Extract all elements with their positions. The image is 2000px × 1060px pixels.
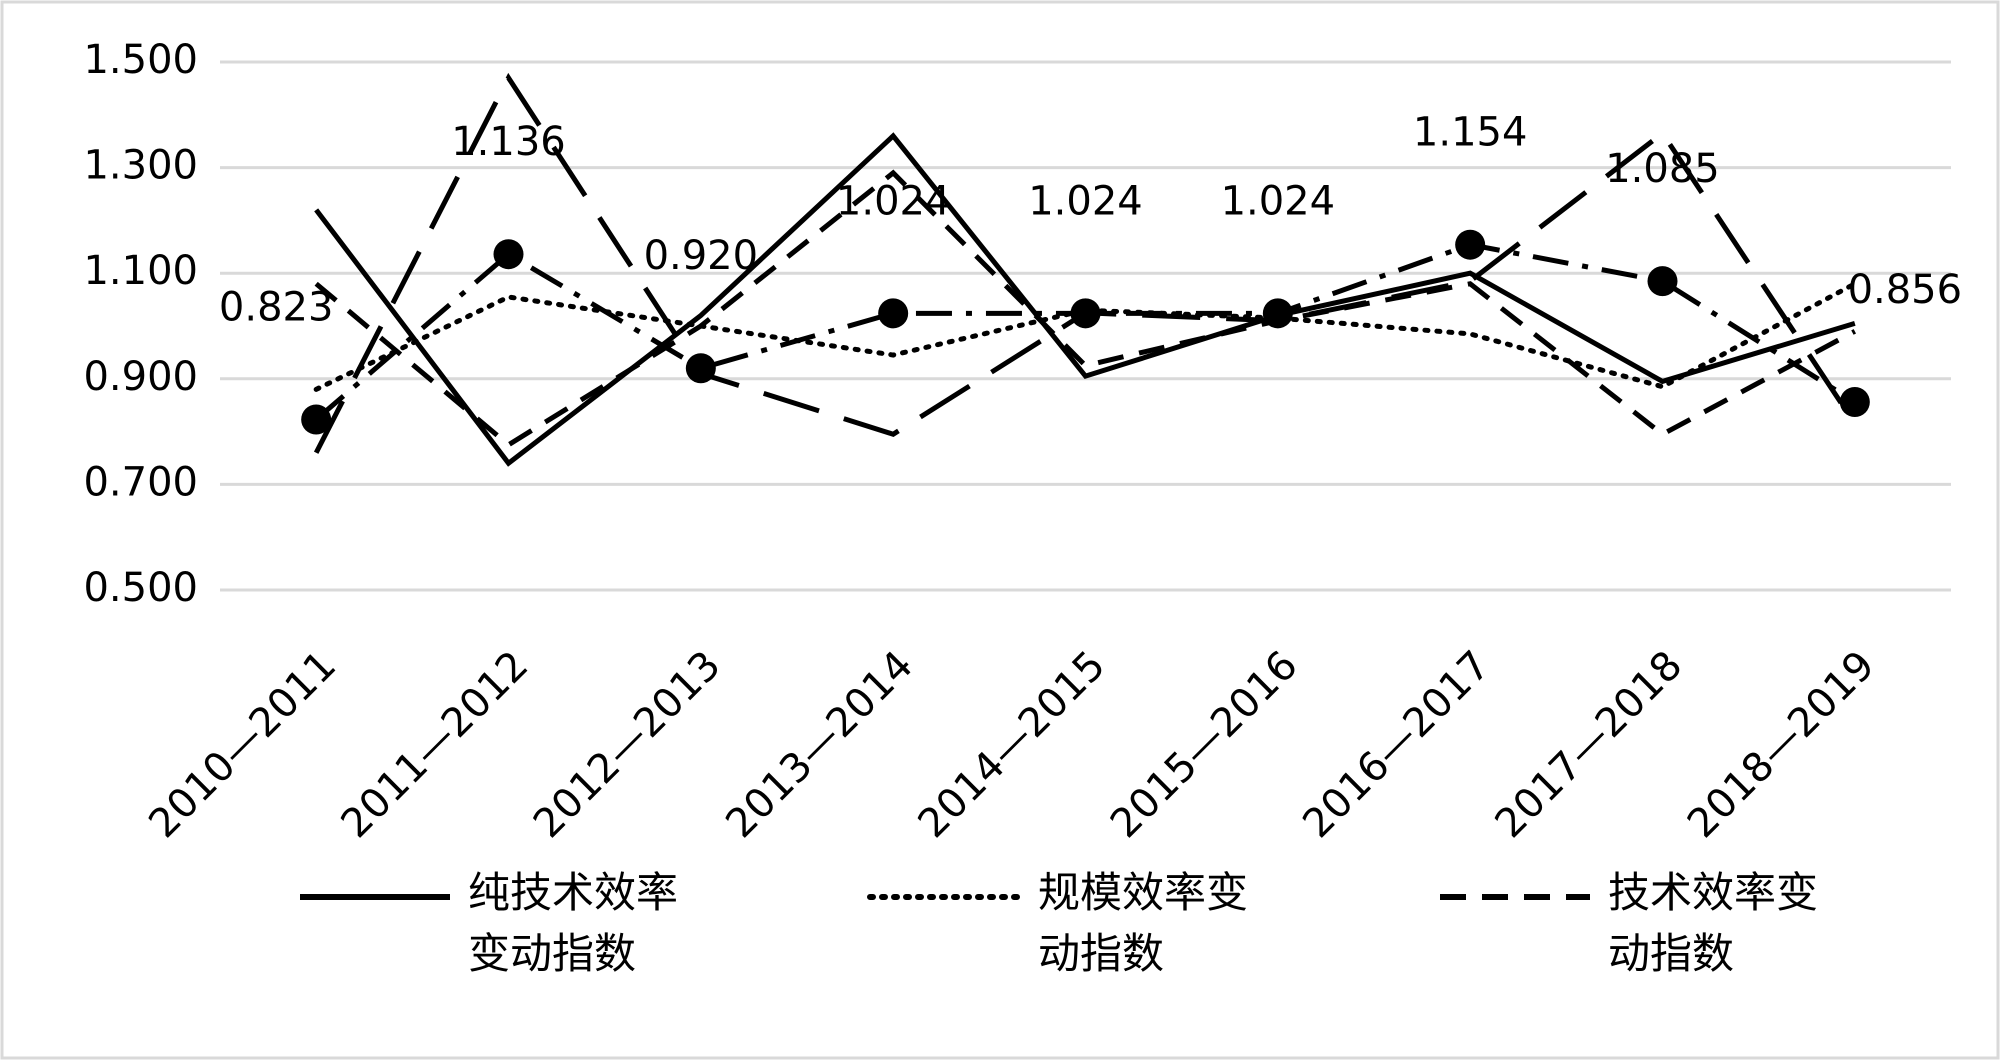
point (878, 298, 909, 329)
y-tick-label: 1.100 (83, 248, 198, 294)
y-tick-label: 1.500 (83, 37, 198, 83)
x-tick-label: 2010—2011 (140, 642, 345, 847)
point (1455, 229, 1486, 260)
data-label: 0.823 (219, 284, 334, 330)
data-label: 0.856 (1848, 267, 1963, 313)
legend-label: 规模效率变动指数 (1038, 868, 1249, 978)
data-label: 1.024 (1028, 178, 1143, 224)
y-tick-label: 1.300 (83, 143, 198, 189)
x-tick-label: 2012—2013 (525, 642, 730, 847)
y-tick-label: 0.700 (83, 459, 198, 505)
y-tick-label: 0.500 (83, 565, 198, 611)
point (493, 239, 524, 270)
x-tick-label: 2011—2012 (333, 642, 538, 847)
series-line (313, 281, 1858, 392)
data-label: 1.136 (451, 119, 566, 165)
x-tick-label: 2014—2015 (910, 642, 1115, 847)
data-label: 1.154 (1413, 110, 1528, 156)
data-label: 0.920 (644, 233, 759, 279)
point (301, 404, 332, 435)
x-tick-label: 2015—2016 (1102, 642, 1307, 847)
legend-label: 纯技术效率变动指数 (468, 868, 679, 978)
data-label: 1.024 (1221, 178, 1336, 224)
data-label: 1.085 (1605, 146, 1720, 192)
data-label: 1.024 (836, 178, 951, 224)
x-tick-label: 2016—2017 (1294, 642, 1499, 847)
point (1839, 387, 1870, 418)
y-tick-label: 0.900 (83, 354, 198, 400)
point (685, 353, 716, 384)
series-line (314, 132, 1856, 467)
point (1070, 298, 1101, 329)
x-tick-label: 2018—2019 (1679, 642, 1884, 847)
x-tick-label: 2013—2014 (717, 642, 922, 847)
point (1262, 298, 1293, 329)
legend-label: 技术效率变动指数 (1608, 868, 1819, 978)
x-tick-label: 2017—2018 (1487, 642, 1692, 847)
series-line (314, 242, 1857, 422)
point (1647, 266, 1678, 297)
